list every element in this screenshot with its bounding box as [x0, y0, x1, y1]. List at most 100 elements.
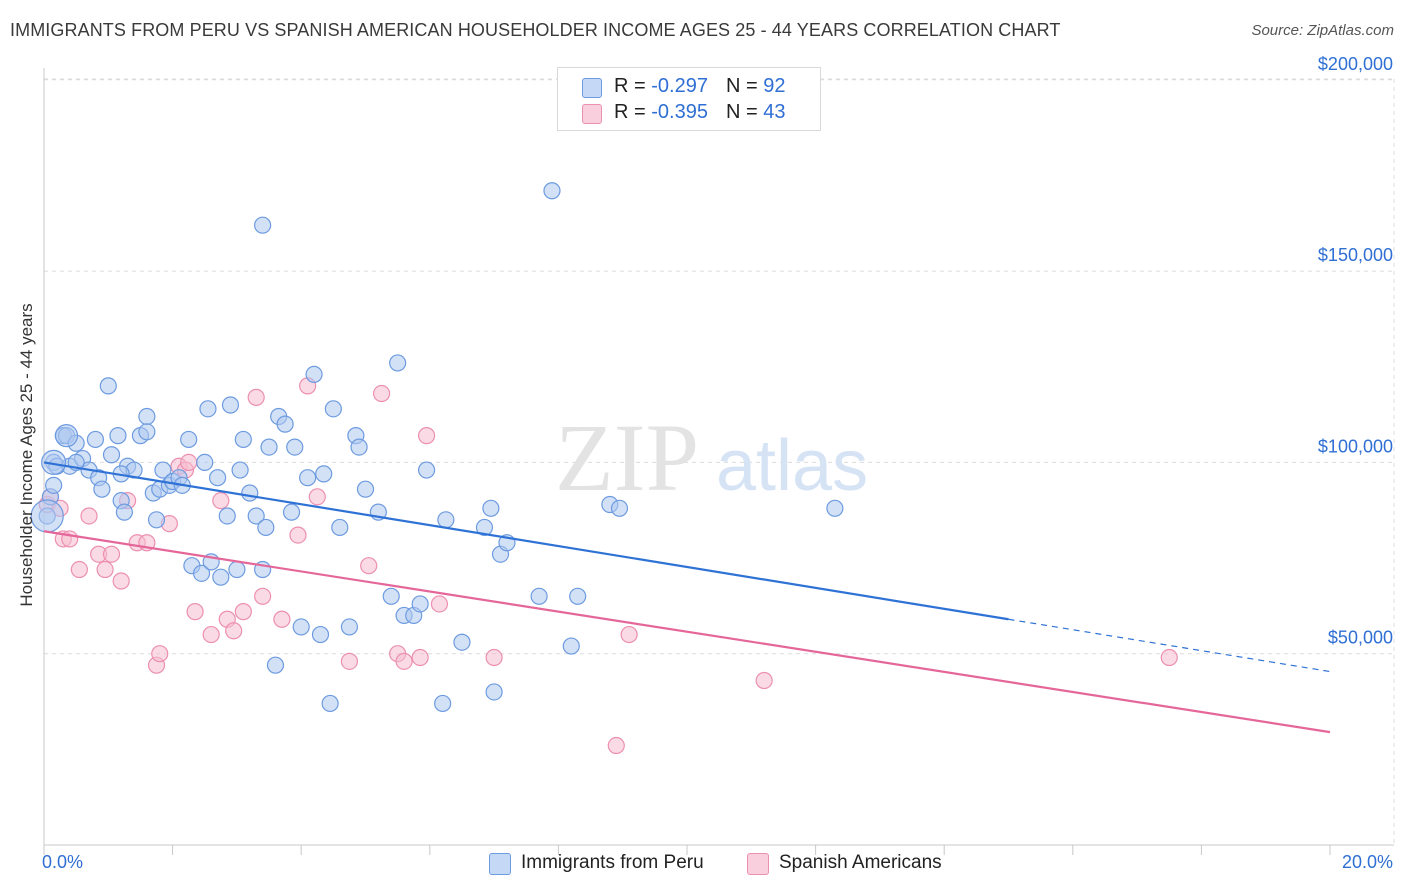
data-point [315, 465, 333, 483]
data-point [86, 430, 105, 449]
data-point [260, 438, 278, 456]
data-point [221, 396, 240, 414]
data-point [231, 461, 249, 479]
data-point [482, 499, 500, 517]
trend-line-spanish [43, 530, 1331, 734]
data-point [437, 511, 455, 529]
data-point [180, 453, 198, 471]
data-point [485, 648, 503, 667]
data-point [138, 423, 156, 441]
data-point [186, 603, 204, 621]
watermark-zip: ZIP [555, 404, 699, 511]
data-point [620, 625, 638, 644]
data-point [202, 625, 220, 644]
data-point [93, 480, 111, 498]
legend-r-value: -0.297 [651, 75, 708, 97]
data-point [138, 407, 156, 426]
legend-n-value: 92 [763, 75, 786, 97]
data-point [1160, 648, 1178, 667]
data-point [80, 507, 98, 525]
y-tick-label: $100,000 [1318, 436, 1393, 456]
data-point [485, 683, 503, 701]
x-tick-max: 20.0% [1341, 852, 1393, 872]
data-point [254, 587, 272, 605]
data-point [109, 427, 127, 445]
data-point [543, 182, 561, 200]
data-point [430, 595, 449, 613]
data-point [530, 587, 548, 605]
data-point [382, 587, 400, 605]
data-point [196, 453, 214, 471]
data-point-large [54, 424, 79, 448]
data-point [411, 648, 429, 667]
legend-n-value: 43 [763, 101, 786, 123]
data-point [199, 400, 217, 418]
data-point [96, 560, 114, 579]
data-point [340, 652, 359, 670]
data-point [212, 568, 230, 586]
data-point [99, 377, 117, 395]
data-point [305, 365, 323, 384]
data-point [417, 461, 436, 479]
data-point [115, 503, 133, 521]
data-point [234, 603, 252, 621]
data-point [234, 430, 252, 449]
data-point [282, 503, 301, 521]
data-point [192, 564, 211, 582]
data-point [350, 438, 368, 456]
data-point [475, 518, 494, 537]
data-point [218, 507, 236, 525]
data-point [417, 427, 436, 445]
data-point [610, 499, 629, 517]
bottom-legend-swatch-pink [747, 853, 769, 875]
bottom-legend-swatch-blue [489, 853, 511, 875]
data-point-large [41, 449, 67, 475]
legend-swatch-blue [582, 78, 602, 98]
data-point [247, 507, 265, 525]
data-point [247, 388, 265, 406]
data-point [356, 480, 375, 498]
data-point [360, 557, 378, 575]
data-point [292, 618, 310, 636]
x-tick-min: 0.0% [42, 852, 84, 872]
data-point [257, 518, 275, 537]
data-point [276, 415, 294, 433]
data-point [395, 652, 413, 670]
data-point [755, 671, 773, 690]
data-point [340, 618, 359, 636]
data-point [324, 400, 342, 418]
data-point [299, 469, 317, 487]
data-point [70, 560, 88, 579]
data-point [562, 637, 580, 655]
data-point [102, 545, 121, 563]
data-point [311, 625, 330, 644]
data-point [411, 595, 429, 613]
data-point [826, 499, 844, 517]
series-immigrants-from-peru [30, 182, 844, 713]
data-point [212, 492, 230, 510]
data-point [372, 384, 391, 403]
data-point [45, 476, 63, 494]
data-point [453, 633, 471, 651]
data-point [209, 469, 227, 487]
data-point [289, 526, 307, 544]
data-point [154, 461, 172, 479]
data-point [112, 572, 130, 590]
data-point [241, 484, 259, 502]
chart-title: IMMIGRANTS FROM PERU VS SPANISH AMERICAN… [10, 20, 1061, 40]
trend-lines [43, 461, 1331, 734]
trend-line-peru [43, 461, 1009, 621]
data-point [225, 622, 243, 640]
data-point [254, 216, 272, 234]
correlation-legend: R = -0.297 N = 92 R = -0.395 N = 43 [557, 67, 821, 131]
data-point [228, 560, 246, 579]
data-point [286, 438, 304, 456]
data-point [151, 645, 169, 663]
data-point [331, 518, 349, 537]
data-point [102, 446, 121, 464]
y-tick-label: $50,000 [1328, 628, 1393, 648]
y-tick-labels: $50,000 $100,000 $150,000 $200,000 [1318, 54, 1393, 648]
data-point [569, 587, 587, 605]
legend-swatch-pink [582, 104, 602, 124]
